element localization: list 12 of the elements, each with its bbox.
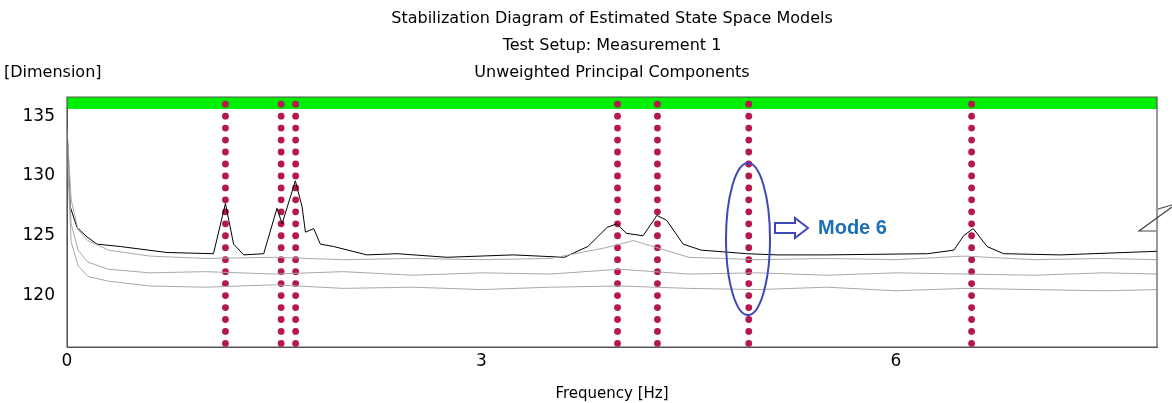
y-axis-title: [Dimension] bbox=[4, 62, 102, 82]
annotation: Mode 6 bbox=[818, 215, 887, 238]
chart-subtitle: Test Setup: Measurement 1 Unweighted Principal Components bbox=[474, 35, 750, 82]
y-tick-label: 120 bbox=[22, 283, 55, 304]
y-tick-label: 130 bbox=[22, 164, 55, 185]
y-tick-label: 125 bbox=[22, 224, 55, 245]
x-tick-label: 6 bbox=[890, 349, 902, 370]
x-tick-label: 0 bbox=[61, 349, 73, 370]
x-tick-label: 3 bbox=[476, 349, 487, 370]
chart-title: Stabilization Diagram of Estimated State Space Models bbox=[391, 8, 833, 28]
y-tick-label: 135 bbox=[22, 104, 55, 125]
x-axis-title: Frequency [Hz] bbox=[555, 383, 669, 402]
